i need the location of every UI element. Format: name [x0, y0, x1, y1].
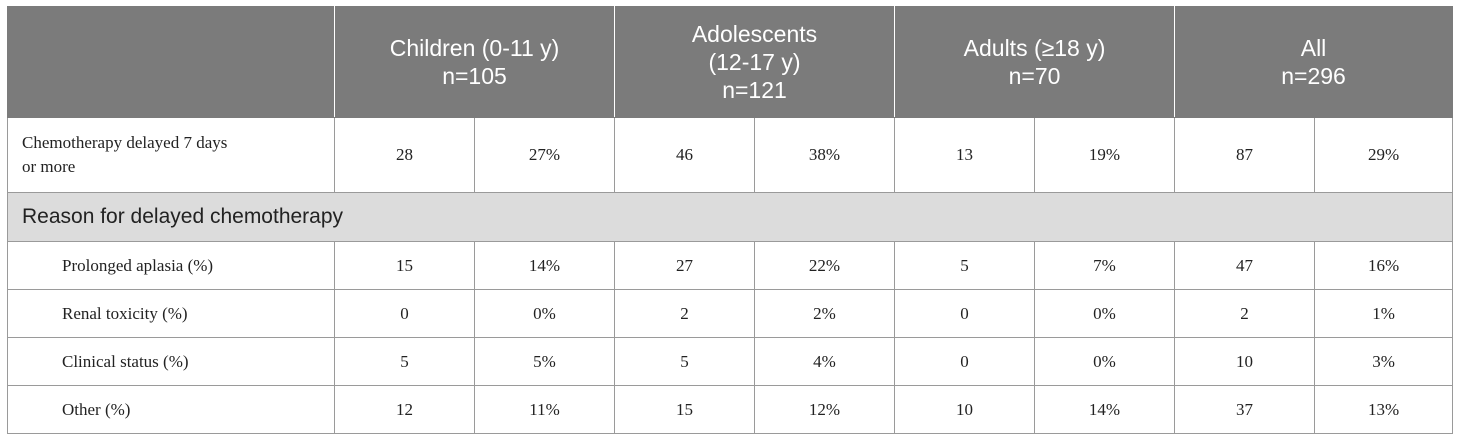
- cell-adolescents-pct: 12%: [754, 385, 895, 434]
- cell-adolescents-n: 5: [614, 337, 755, 386]
- cell-children-pct: 5%: [474, 337, 615, 386]
- header-corner-cell: [7, 6, 335, 118]
- cell-children-n: 5: [334, 337, 475, 386]
- header-adults-line-2: n=70: [1008, 63, 1061, 89]
- header-adults: Adults (≥18 y) n=70: [893, 6, 1176, 118]
- cell-children-n: 12: [334, 385, 475, 434]
- cell-adults-pct: 7%: [1033, 241, 1176, 290]
- row-label-prolonged-aplasia: Prolonged aplasia (%): [7, 241, 335, 290]
- cell-adults-pct: 19%: [1033, 117, 1176, 193]
- cell-children-pct: 0%: [474, 289, 615, 338]
- cell-adolescents-pct: 22%: [754, 241, 895, 290]
- cell-children-pct: 14%: [474, 241, 615, 290]
- cell-all-n: 37: [1174, 385, 1316, 434]
- cell-all-pct: 16%: [1314, 241, 1454, 290]
- cell-adults-n: 0: [894, 289, 1035, 338]
- cell-all-n: 2: [1174, 289, 1316, 338]
- row-label-chemo-delayed: Chemotherapy delayed 7 days or more: [7, 117, 335, 193]
- section-label-reason: Reason for delayed chemotherapy: [6, 192, 1454, 242]
- header-children-line-2: n=105: [442, 63, 507, 89]
- cell-children-n: 0: [334, 289, 475, 338]
- table-row: Other (%) 12 11% 15 12% 10 14% 37 13%: [7, 385, 1454, 434]
- cell-all-n: 87: [1174, 117, 1316, 193]
- table-row: Prolonged aplasia (%) 15 14% 27 22% 5 7%…: [7, 241, 1454, 290]
- header-adults-line-1: Adults (≥18 y): [963, 35, 1106, 61]
- header-row: Children (0-11 y) n=105 Adolescents (12-…: [7, 6, 1454, 118]
- cell-all-n: 10: [1174, 337, 1316, 386]
- table-row-chemo-delayed: Chemotherapy delayed 7 days or more 28 2…: [7, 117, 1454, 193]
- cell-adolescents-pct: 38%: [754, 117, 895, 193]
- header-adolescents-line-2: (12-17 y): [708, 49, 801, 75]
- row-label-clinical-status: Clinical status (%): [7, 337, 335, 386]
- cell-adolescents-n: 46: [614, 117, 755, 193]
- cell-adults-pct: 0%: [1033, 337, 1176, 386]
- cell-adults-n: 13: [894, 117, 1035, 193]
- cell-children-n: 15: [334, 241, 475, 290]
- cell-all-pct: 3%: [1314, 337, 1454, 386]
- cell-adults-n: 5: [894, 241, 1035, 290]
- header-all-line-1: All: [1300, 35, 1327, 61]
- cell-all-pct: 29%: [1314, 117, 1454, 193]
- row-label-line-1: Chemotherapy delayed 7 days: [22, 133, 228, 152]
- header-children: Children (0-11 y) n=105: [334, 6, 615, 118]
- row-label-renal-toxicity: Renal toxicity (%): [7, 289, 335, 338]
- row-label-other: Other (%): [7, 385, 335, 434]
- header-all: All n=296: [1174, 6, 1454, 118]
- table-row: Renal toxicity (%) 0 0% 2 2% 0 0% 2 1%: [7, 289, 1454, 338]
- section-row-reason: Reason for delayed chemotherapy: [6, 192, 1454, 242]
- cell-children-n: 28: [334, 117, 475, 193]
- cell-adolescents-n: 27: [614, 241, 755, 290]
- header-adolescents-line-3: n=121: [722, 77, 787, 103]
- row-label-line-2: or more: [22, 157, 76, 176]
- cell-children-pct: 11%: [474, 385, 615, 434]
- header-children-line-1: Children (0-11 y): [389, 35, 560, 61]
- header-adolescents-line-1: Adolescents: [691, 21, 818, 47]
- cell-adolescents-n: 2: [614, 289, 755, 338]
- chemotherapy-delay-table: Children (0-11 y) n=105 Adolescents (12-…: [6, 6, 1454, 434]
- cell-adolescents-pct: 2%: [754, 289, 895, 338]
- cell-adolescents-n: 15: [614, 385, 755, 434]
- cell-all-pct: 13%: [1314, 385, 1454, 434]
- cell-adolescents-pct: 4%: [754, 337, 895, 386]
- data-table-container: Children (0-11 y) n=105 Adolescents (12-…: [6, 6, 1454, 434]
- table-row: Clinical status (%) 5 5% 5 4% 0 0% 10 3%: [7, 337, 1454, 386]
- cell-adults-pct: 14%: [1033, 385, 1176, 434]
- cell-adults-n: 0: [894, 337, 1035, 386]
- cell-adults-pct: 0%: [1033, 289, 1176, 338]
- header-adolescents: Adolescents (12-17 y) n=121: [614, 6, 895, 118]
- cell-all-pct: 1%: [1314, 289, 1454, 338]
- cell-adults-n: 10: [894, 385, 1035, 434]
- cell-children-pct: 27%: [474, 117, 615, 193]
- cell-all-n: 47: [1174, 241, 1316, 290]
- header-all-line-2: n=296: [1281, 63, 1346, 89]
